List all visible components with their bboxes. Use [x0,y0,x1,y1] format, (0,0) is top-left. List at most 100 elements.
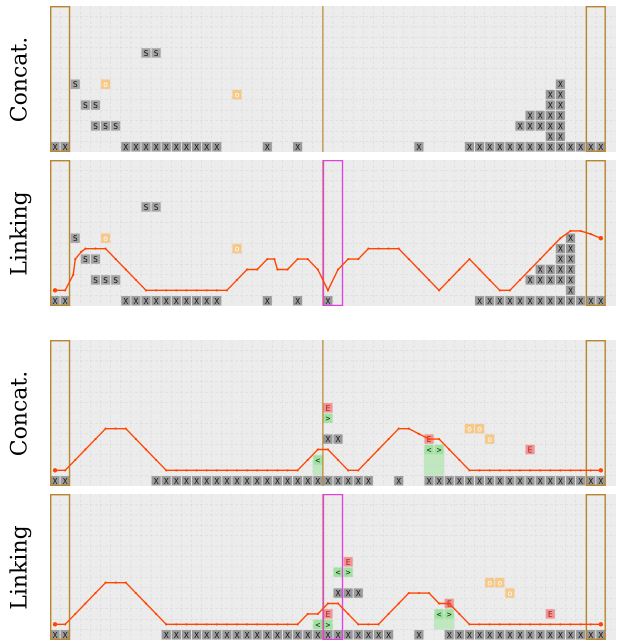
ground-block: X [454,630,464,640]
ground-block: X [161,630,171,640]
path-point [235,623,239,626]
svg-text:X: X [528,143,533,152]
svg-text:X: X [184,631,189,640]
ground-block: X [171,630,181,640]
ground-block: X [343,630,353,640]
svg-text:X: X [568,255,573,264]
svg-text:X: X [63,477,68,486]
svg-text:X: X [154,297,159,306]
ground-block: X [232,476,242,486]
path-point [185,623,188,626]
enemy-tile: E [323,609,333,619]
svg-text:X: X [477,631,482,640]
path-point [518,623,522,626]
brick-block: S [90,275,101,285]
ground-block: X [475,296,485,306]
svg-text:X: X [214,297,219,306]
svg-text:X: X [548,266,553,275]
path-point [155,612,158,616]
svg-text:X: X [214,143,219,152]
ground-block: X [555,121,565,131]
ground-block: X [121,142,131,152]
ground-block: X [151,142,161,152]
svg-text:X: X [255,631,260,640]
path-point [498,623,501,626]
ground-block: X [282,476,293,486]
brick-block: S [90,100,101,110]
svg-text:X: X [245,477,250,486]
path-point [94,591,97,595]
path-point [296,257,299,261]
ground-block: X [515,296,525,306]
pipe-right-tile: > [343,567,353,577]
svg-text:X: X [477,143,482,152]
path-point [175,289,178,292]
ground-block: X [141,142,151,152]
path-point [225,623,228,626]
svg-text:X: X [568,266,573,275]
grid-lines [50,494,616,640]
ground-block: X [353,476,363,486]
svg-text:S: S [93,122,98,131]
brick-block: S [141,48,151,58]
path-point [407,591,410,595]
svg-text:S: S [154,203,159,212]
ground-block: X [464,630,474,640]
path-point [286,623,289,626]
path-point [165,623,168,626]
svg-text:o: o [477,425,482,434]
path-point [458,612,461,616]
ground-block: X [262,142,272,152]
svg-text:X: X [235,477,240,486]
ground-block: X [434,476,444,486]
svg-text:X: X [558,101,563,110]
svg-text:X: X [598,143,603,152]
ground-block: X [596,296,606,306]
svg-text:X: X [558,297,563,306]
svg-text:S: S [103,122,108,131]
ground-block: X [565,476,576,486]
ground-block: X [333,434,343,444]
svg-text:X: X [154,143,159,152]
svg-text:o: o [103,80,108,89]
left-boundary-box [50,6,71,152]
path-point [589,469,592,472]
path-point [286,268,289,271]
ground-block: X [363,630,373,640]
path-point [336,458,340,462]
svg-text:X: X [548,101,553,110]
path-point [155,289,158,292]
panel-label-p4: Linking [0,494,40,640]
ground-block: X [192,476,202,486]
ground-block: X [333,630,343,640]
path-point [549,623,552,626]
svg-text:X: X [558,91,563,100]
ground-block: X [373,630,384,640]
pipe-column [444,613,455,630]
ground-block: X [212,296,222,306]
brick-block: S [111,121,121,131]
ground-block: X [505,630,515,640]
path-point [72,273,75,276]
svg-text:X: X [548,132,553,141]
ground-block: X [565,285,576,295]
svg-text:X: X [336,477,341,486]
ground-block: X [596,630,606,640]
ground-block: X [303,476,313,486]
path-end [598,468,604,473]
svg-text:E: E [548,610,553,619]
ground-block: X [313,476,323,486]
path-point [427,278,431,282]
svg-text:X: X [578,631,583,640]
svg-text:X: X [386,631,391,640]
svg-text:X: X [346,589,351,598]
svg-text:X: X [305,631,310,640]
svg-text:X: X [184,297,189,306]
svg-text:X: X [295,143,300,152]
path-point [427,437,431,441]
svg-text:X: X [305,477,310,486]
svg-text:<: < [315,456,320,465]
ground-block: X [262,296,272,306]
ground-block: X [545,131,555,141]
